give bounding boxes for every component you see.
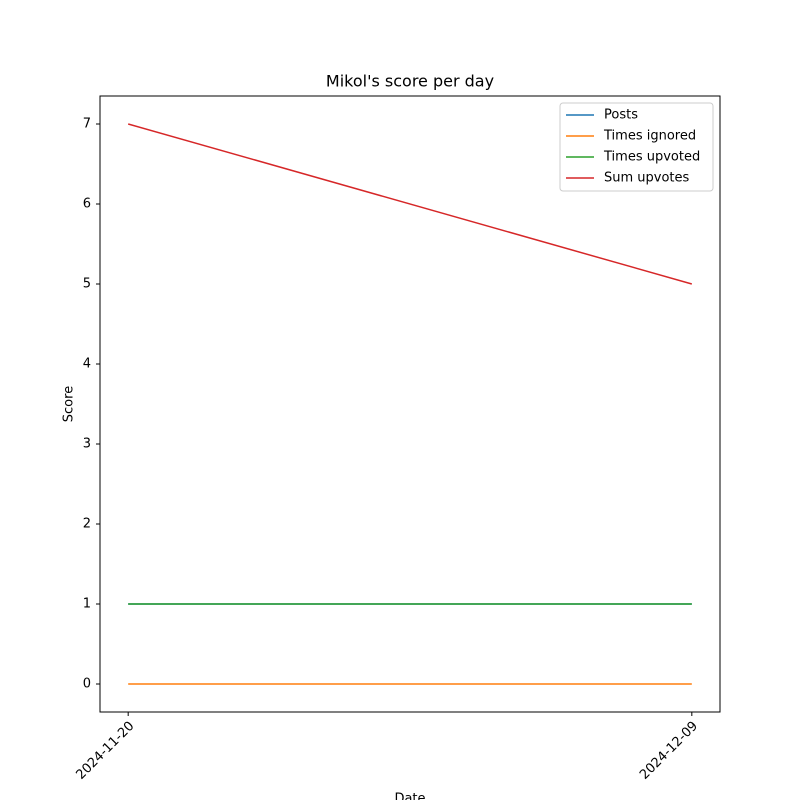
y-tick-label: 1 [83,597,91,612]
legend-label: Times ignored [603,129,696,144]
legend-box [559,102,714,192]
y-tick-label: 0 [83,677,91,692]
axes-frame [99,95,721,713]
y-tick-label: 3 [83,437,91,452]
x-axis-label: Date [394,792,425,800]
y-axis-label: Score [62,386,77,422]
y-tick-label: 2 [83,517,91,532]
legend-label: Posts [604,108,638,123]
legend: Posts Times ignored Times upvoted Sum upvot… [559,102,714,192]
y-tick-label: 5 [83,277,91,292]
legend-label: Times upvoted [603,150,700,165]
chart-title: Mikol's score per day [326,72,494,91]
y-tick-label: 4 [83,357,91,372]
y-tick-label: 6 [83,197,91,212]
series-line [127,123,693,285]
legend-label: Sum upvotes [604,171,690,186]
y-tick-label: 7 [83,117,91,132]
